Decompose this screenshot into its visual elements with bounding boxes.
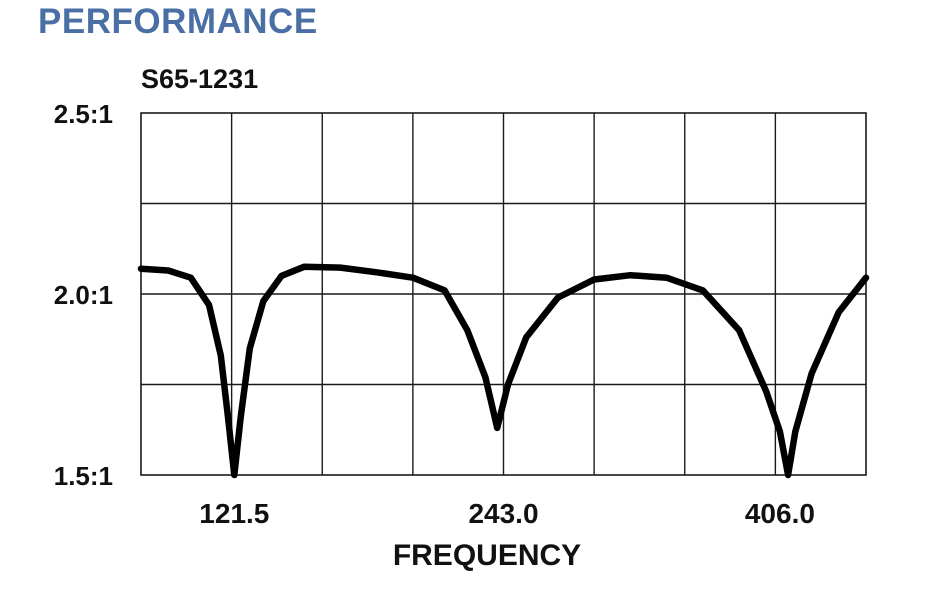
x-tick-label: 121.5	[199, 498, 269, 529]
y-tick-label: 2.0:1	[54, 280, 113, 310]
series-line	[137, 263, 870, 479]
x-tick-label: 406.0	[745, 498, 815, 529]
plot-frame	[140, 112, 867, 476]
grid-layer	[140, 112, 867, 476]
y-tick-label: 2.5:1	[54, 99, 113, 129]
x-tick-label: 243.0	[468, 498, 538, 529]
curve-layer	[137, 263, 870, 479]
y-axis-labels: 2.5:1 2.0:1 1.5:1	[54, 99, 113, 491]
x-axis-labels: 121.5 243.0 406.0	[199, 498, 815, 529]
y-tick-label: 1.5:1	[54, 461, 113, 491]
chart-title: S65-1231	[141, 64, 259, 94]
x-axis-title: FREQUENCY	[393, 539, 581, 572]
page-heading: PERFORMANCE	[38, 2, 318, 41]
